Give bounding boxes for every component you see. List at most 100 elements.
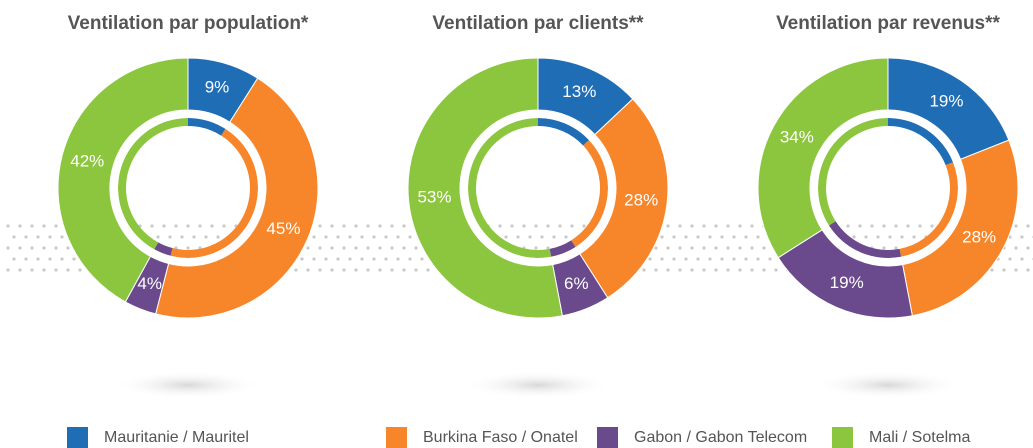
dot: [744, 257, 748, 261]
dot: [36, 235, 40, 239]
dot: [906, 224, 910, 228]
legend-swatch: [67, 427, 88, 448]
dot: [420, 257, 424, 261]
dot: [60, 257, 64, 261]
dot: [720, 257, 724, 261]
dot: [156, 235, 160, 239]
dot: [702, 268, 706, 272]
dot: [678, 224, 682, 228]
inner-ring-segment: [899, 162, 958, 257]
dot: [354, 246, 358, 250]
dot: [72, 257, 76, 261]
inner-ring-segment: [571, 140, 608, 248]
dot: [648, 257, 652, 261]
dot: [918, 224, 922, 228]
dot: [162, 224, 166, 228]
dot: [414, 268, 418, 272]
dot: [1020, 257, 1024, 261]
dot: [510, 224, 514, 228]
dot: [342, 268, 346, 272]
dot: [732, 257, 736, 261]
dot: [528, 235, 532, 239]
dot: [54, 224, 58, 228]
dot: [426, 268, 430, 272]
dot: [1014, 246, 1018, 250]
dot: [372, 257, 376, 261]
legend-label: Mauritanie / Mauritel: [104, 429, 249, 446]
dot: [354, 224, 358, 228]
dot: [18, 224, 22, 228]
shadow: [463, 371, 613, 399]
dot: [348, 235, 352, 239]
dot: [750, 224, 754, 228]
dot: [168, 235, 172, 239]
dot: [324, 257, 328, 261]
dot: [54, 268, 58, 272]
inner-ring-segment: [538, 118, 590, 146]
dot: [738, 224, 742, 228]
dot: [216, 235, 220, 239]
dot: [708, 257, 712, 261]
dot: [408, 235, 412, 239]
dot: [354, 268, 358, 272]
value-label: 45%: [266, 219, 300, 238]
dot: [198, 224, 202, 228]
dot: [306, 268, 310, 272]
dot: [318, 268, 322, 272]
dot: [888, 235, 892, 239]
dot: [756, 257, 760, 261]
dot: [360, 235, 364, 239]
dot: [402, 224, 406, 228]
dot: [48, 257, 52, 261]
dot: [702, 246, 706, 250]
dot: [564, 235, 568, 239]
dot: [774, 268, 778, 272]
dot: [414, 246, 418, 250]
value-label: 53%: [417, 187, 451, 206]
dot: [402, 268, 406, 272]
dot: [192, 235, 196, 239]
dot: [504, 235, 508, 239]
dot: [1026, 246, 1030, 250]
inner-ring-segment: [118, 118, 188, 250]
dot: [390, 246, 394, 250]
dot: [42, 246, 46, 250]
dot: [18, 268, 22, 272]
dot: [30, 224, 34, 228]
dot: [42, 224, 46, 228]
dot: [24, 257, 28, 261]
value-label: 28%: [624, 191, 658, 210]
inner-ring-segment: [817, 118, 888, 226]
dot: [846, 224, 850, 228]
value-label: 13%: [562, 82, 596, 101]
dot: [378, 268, 382, 272]
dot: [336, 257, 340, 261]
ring-gap: [460, 110, 616, 266]
dot: [894, 224, 898, 228]
dot: [714, 268, 718, 272]
dot: [660, 257, 664, 261]
legend-swatch: [386, 427, 407, 448]
dot: [384, 235, 388, 239]
dot: [684, 235, 688, 239]
dot: [6, 224, 10, 228]
dot: [66, 246, 70, 250]
dot: [690, 268, 694, 272]
inner-ring-segment: [549, 240, 576, 257]
dot: [678, 268, 682, 272]
dot: [186, 246, 190, 250]
dot: [672, 257, 676, 261]
dot: [222, 224, 226, 228]
dot: [666, 246, 670, 250]
dot: [582, 224, 586, 228]
dot: [498, 224, 502, 228]
dot: [882, 246, 886, 250]
dot: [912, 235, 916, 239]
dot: [342, 224, 346, 228]
shadow: [813, 371, 963, 399]
dot: [642, 268, 646, 272]
dot: [540, 235, 544, 239]
value-label: 28%: [962, 228, 996, 247]
dot: [1008, 257, 1012, 261]
dot: [390, 224, 394, 228]
